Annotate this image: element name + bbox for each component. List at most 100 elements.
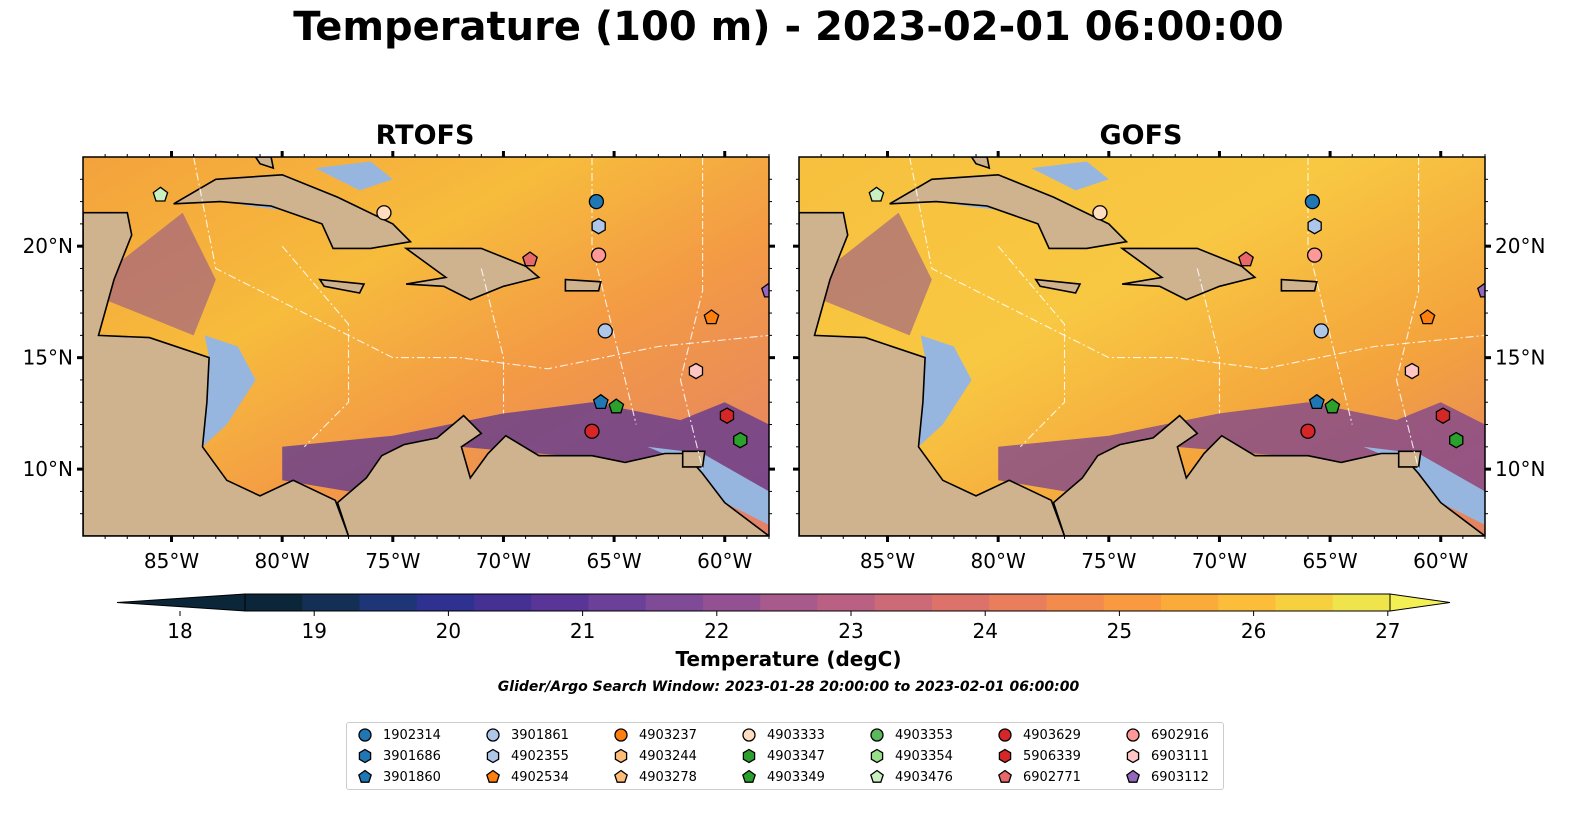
- legend-label: 4903476: [895, 769, 953, 785]
- colorbar-bin: [1046, 594, 1105, 611]
- lat-tick-label: 20°N: [23, 234, 73, 258]
- pentagon-marker-icon: [998, 769, 1012, 783]
- lon-tick-label: 70°W: [476, 549, 531, 573]
- legend-label: 6902771: [1023, 769, 1081, 785]
- circle-marker-icon: [1126, 728, 1140, 742]
- hexagon-marker-icon: [614, 748, 628, 764]
- legend-item: 4903353: [867, 725, 953, 745]
- colorbar-bin: [760, 594, 819, 611]
- colorbar-bin: [359, 594, 418, 611]
- search-window-text: Glider/Argo Search Window: 2023-01-28 20…: [497, 679, 1080, 695]
- lon-tick-label: 75°W: [365, 549, 420, 573]
- landmass: [970, 157, 991, 170]
- legend-marker: [870, 748, 884, 764]
- cool-water-region: [799, 212, 932, 336]
- float-marker: [1307, 217, 1322, 235]
- lon-tick-label: 65°W: [586, 549, 641, 573]
- lat-tick-label: 20°N: [1495, 234, 1545, 258]
- landmass: [318, 278, 366, 294]
- legend-marker: [870, 728, 884, 742]
- legend-item: 4902355: [483, 746, 569, 766]
- pentagon-marker-icon: [1126, 769, 1140, 783]
- legend-label: 4903347: [767, 748, 825, 764]
- landmass: [254, 157, 275, 170]
- lat-tick-label: 15°N: [23, 346, 73, 370]
- circle-marker-icon: [870, 728, 884, 742]
- figure-title: Temperature (100 m) - 2023-02-01 06:00:0…: [293, 4, 1284, 50]
- hexagon-marker-icon: [358, 748, 372, 764]
- colorbar-bin: [1218, 594, 1277, 611]
- colorbar-bin: [645, 594, 704, 611]
- float-marker: [1308, 393, 1325, 410]
- legend-marker: [742, 769, 756, 783]
- colorbar-bin: [1103, 594, 1162, 611]
- legend-item: 6902771: [995, 767, 1081, 787]
- pentagon-marker-icon: [358, 769, 372, 783]
- shelf-water: [315, 161, 393, 191]
- legend-label: 6903112: [1151, 769, 1209, 785]
- legend-item: 3901860: [355, 767, 441, 787]
- float-marker: [719, 407, 735, 424]
- landmass: [173, 173, 413, 250]
- landmass: [1280, 278, 1318, 292]
- legend-marker: [1126, 769, 1140, 783]
- eez-boundary: [1196, 268, 1221, 414]
- legend-label: 3901861: [511, 727, 569, 743]
- colorbar-tick-label: 23: [838, 619, 863, 643]
- legend-label: 4903333: [767, 727, 825, 743]
- legend-label: 1902314: [383, 727, 441, 743]
- cool-water-region: [83, 212, 216, 336]
- float-marker: [592, 393, 609, 410]
- legend-marker: [1126, 728, 1140, 742]
- float-marker: [588, 193, 605, 210]
- float-marker: [733, 431, 748, 449]
- legend-marker: [742, 728, 756, 742]
- hexagon-marker-icon: [998, 748, 1012, 764]
- float-marker: [591, 217, 606, 235]
- colorbar: 18 19 20 21 22 23 24 25 26 27: [116, 593, 1451, 643]
- float-marker: [376, 205, 392, 221]
- legend-marker: [614, 769, 628, 783]
- legend-marker: [742, 748, 756, 764]
- hexagon-marker-icon: [1126, 748, 1140, 764]
- landmass: [681, 450, 706, 468]
- float-marker: [1300, 423, 1316, 439]
- colorbar-tick-label: 21: [570, 619, 595, 643]
- legend-marker: [358, 769, 372, 783]
- legend-label: 3901860: [383, 769, 441, 785]
- map-panel-gofs: 85°W 80°W 75°W 70°W 65°W 60°W 20°N 15°N 10°N: [793, 151, 1545, 573]
- colorbar-tick-label: 26: [1241, 619, 1266, 643]
- hexagon-marker-icon: [870, 748, 884, 764]
- panel-title-rtofs: RTOFS: [375, 120, 475, 151]
- pentagon-marker-icon: [870, 769, 884, 783]
- float-marker: [584, 423, 600, 439]
- legend-label: 4903278: [639, 769, 697, 785]
- shelf-water: [1031, 161, 1109, 191]
- colorbar-extend-high: [1389, 593, 1451, 612]
- circle-marker-icon: [358, 728, 372, 742]
- colorbar-tick-label: 18: [167, 619, 192, 643]
- colorbar-tick-label: 19: [301, 619, 326, 643]
- legend-marker: [614, 728, 628, 742]
- legend-item: 4903333: [739, 725, 825, 745]
- lon-tick-label: 60°W: [697, 549, 752, 573]
- map-frame: [82, 156, 770, 537]
- pentagon-marker-icon: [742, 769, 756, 783]
- lat-tick-label: 10°N: [23, 457, 73, 481]
- float-marker: [152, 186, 169, 202]
- legend-item: 3901861: [483, 725, 569, 745]
- eez-boundary: [281, 245, 350, 448]
- landmass: [564, 278, 602, 292]
- colorbar-bin: [1332, 594, 1391, 611]
- legend-item: 4903244: [611, 746, 697, 766]
- legend-marker: [998, 769, 1012, 783]
- circle-marker-icon: [614, 728, 628, 742]
- lon-tick-label: 80°W: [255, 549, 310, 573]
- legend-marker: [614, 748, 628, 764]
- legend-label: 6903111: [1151, 748, 1209, 764]
- float-legend: 1902314 3901686 3901860 3901861 4902355 49025…: [346, 722, 1224, 790]
- legend-item: 4903476: [867, 767, 953, 787]
- float-marker: [1324, 398, 1341, 414]
- colorbar-bin: [1161, 594, 1219, 611]
- float-marker: [1435, 407, 1451, 424]
